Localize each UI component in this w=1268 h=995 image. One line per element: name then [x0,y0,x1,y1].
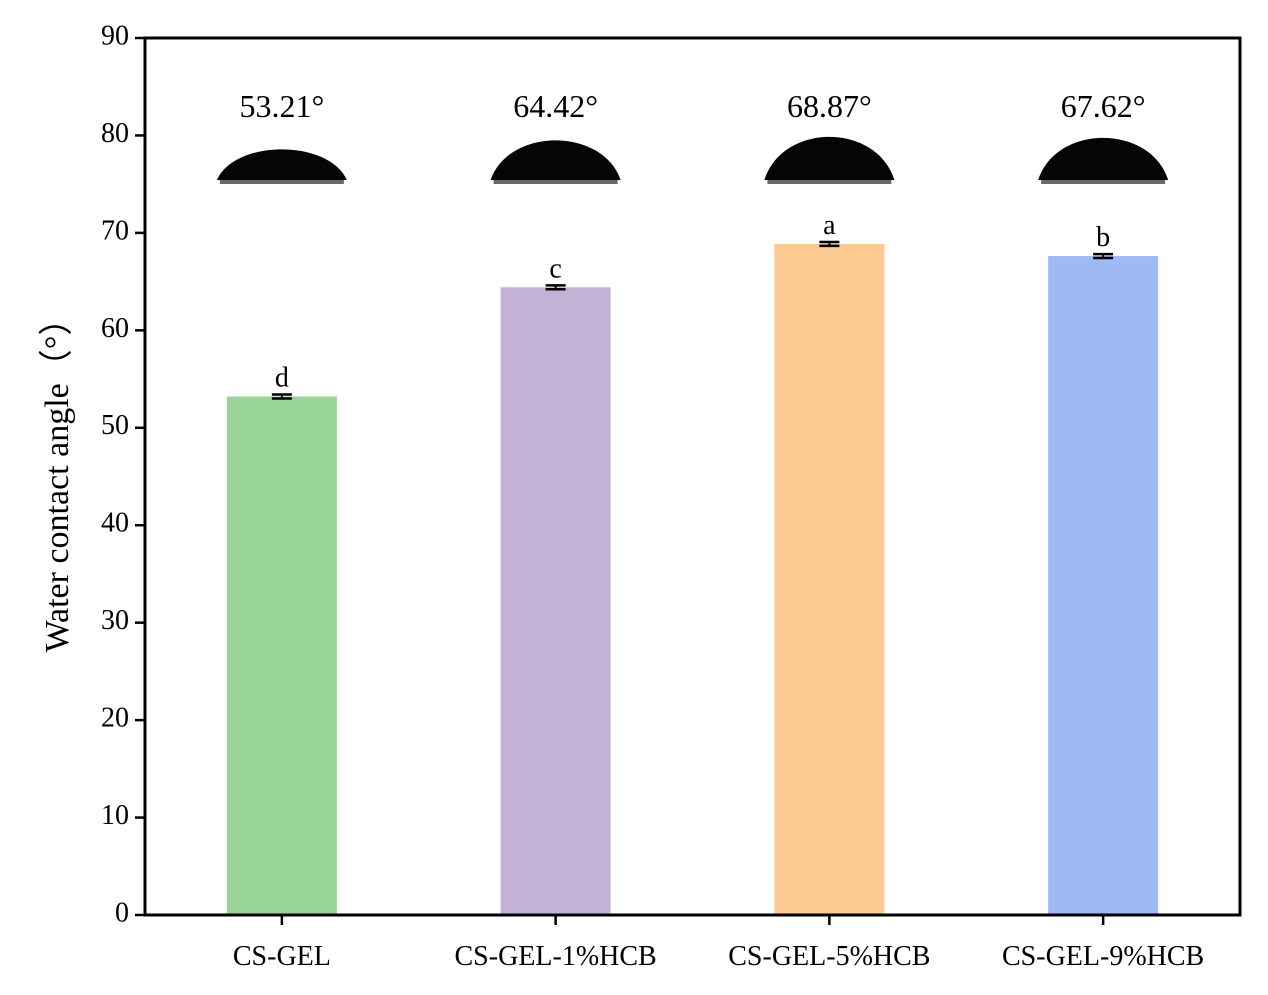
x-category-label: CS-GEL [233,941,331,972]
y-tick-label: 10 [101,800,129,831]
contact-angle-label: 67.62° [1061,88,1146,124]
bar-1 [226,396,337,915]
y-axis-label: Water contact angle（°） [38,302,76,653]
significance-letter: a [823,210,836,241]
substrate-line [219,178,344,184]
significance-letter: d [275,363,289,394]
substrate-line [1041,178,1166,184]
bar-4 [1048,256,1159,915]
droplet-image [764,136,895,184]
y-tick-label: 90 [101,20,129,51]
y-tick-label: 50 [101,410,129,441]
bar-2 [500,287,611,915]
significance-letter: b [1096,222,1110,253]
data-labels: d 53.21° c 64.42° a 68.87° b 67.62° [239,88,1145,394]
bar-3 [774,243,885,915]
substrate-line [493,178,618,184]
droplet-image [490,140,621,184]
y-tick-label: 40 [101,508,129,539]
contact-angle-label: 68.87° [787,88,872,124]
y-tick-label: 70 [101,215,129,246]
droplet [216,149,347,180]
droplet-image [216,149,347,184]
y-tick-label: 80 [101,118,129,149]
y-tick-label: 60 [101,313,129,344]
y-tick-label: 20 [101,703,129,734]
droplet-image [1038,137,1169,184]
contact-angle-label: 53.21° [239,88,324,124]
bars [226,240,1159,915]
x-category-label: CS-GEL-1%HCB [455,941,657,972]
significance-letter: c [549,253,561,284]
droplet-images [216,136,1169,184]
droplet [490,140,621,180]
substrate-line [767,178,892,184]
y-tick-label: 0 [115,897,129,928]
axes: Water contact angle（°） 0 10 20 30 40 50 60 70 80… [38,20,1204,972]
contact-angle-label: 64.42° [513,88,598,124]
plot-border [143,36,1242,917]
x-category-label: CS-GEL-5%HCB [728,941,930,972]
droplet [764,136,895,180]
x-category-label: CS-GEL-9%HCB [1002,941,1204,972]
y-tick-label: 30 [101,605,129,636]
plot-frame [143,36,1242,917]
droplet [1038,137,1169,180]
